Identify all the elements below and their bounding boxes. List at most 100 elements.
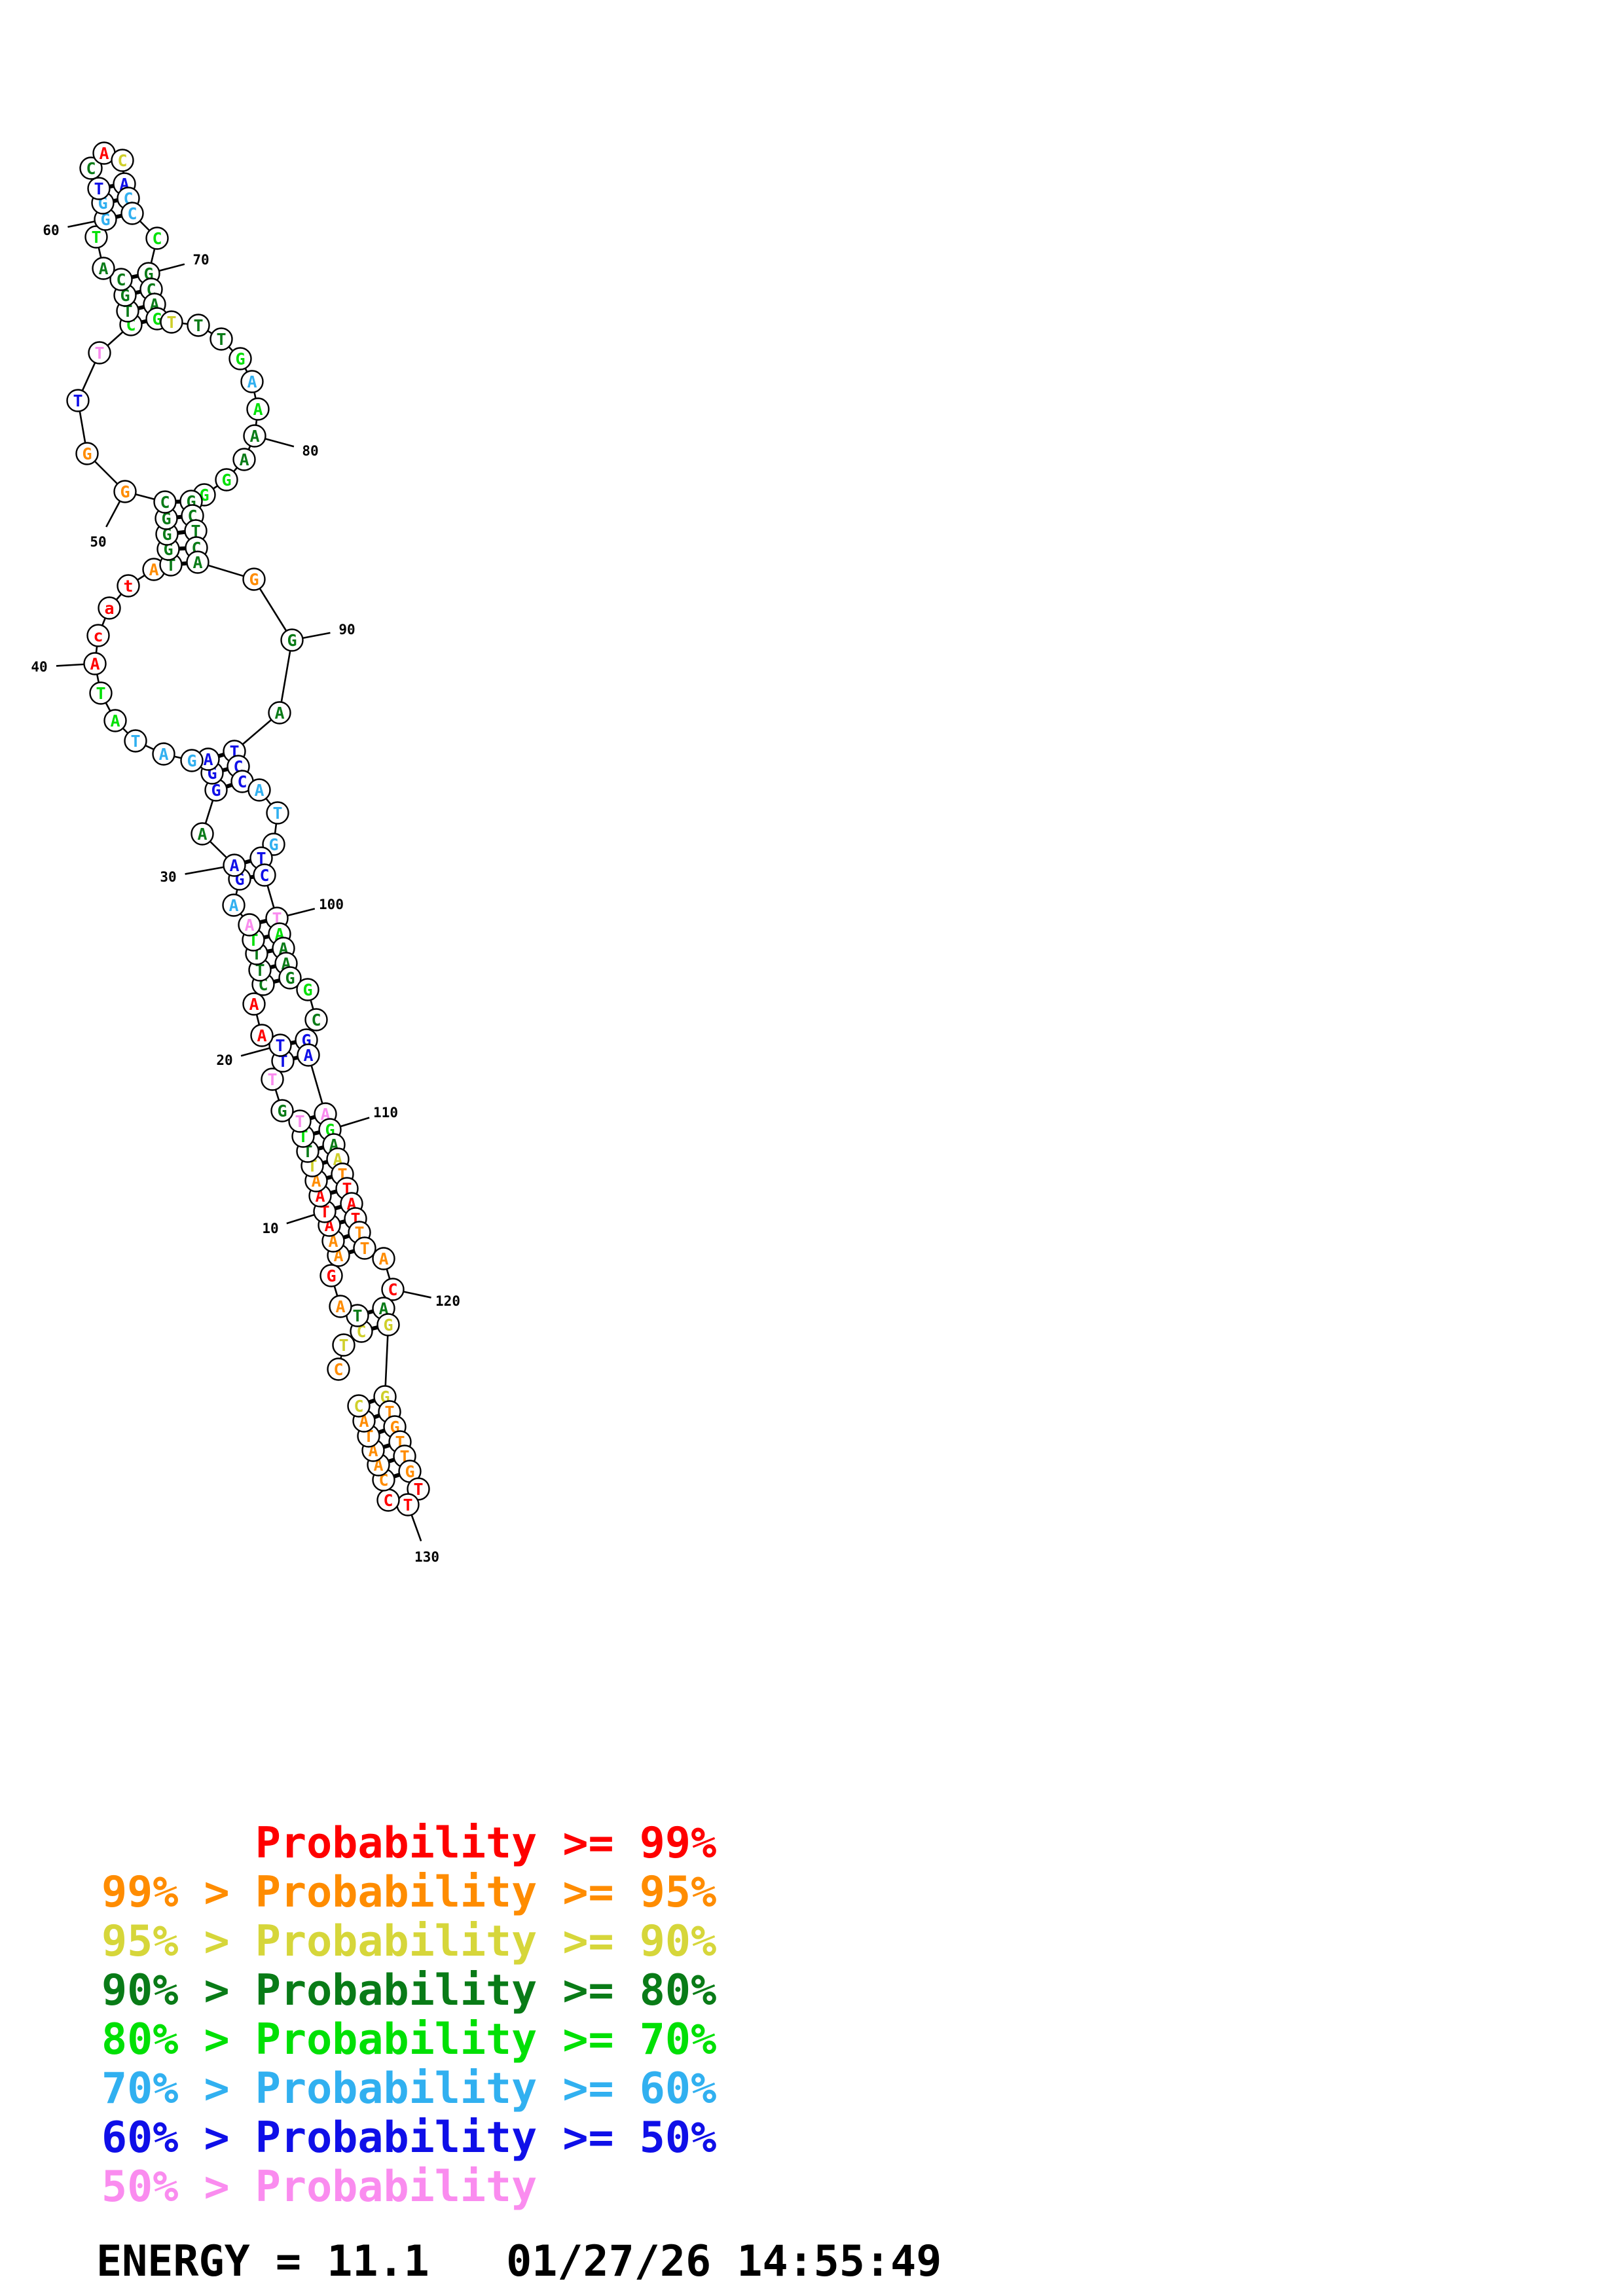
base-letter: T — [166, 313, 176, 332]
base-letter: T — [193, 316, 203, 335]
base-letter: A — [247, 372, 257, 391]
nucleotide-circle — [297, 1043, 320, 1067]
position-number-label: 120 — [435, 1293, 460, 1309]
legend-row-p50: 60% > Probability >= 50% — [101, 2113, 717, 2162]
rna-secondary-structure-diagram: CTCTAGAAATAATTTTGTTTAACTTTAAGAAGGAGATATA… — [31, 141, 460, 1565]
base-letter: T — [191, 522, 200, 541]
base-letter: G — [287, 631, 297, 650]
nucleotide-circle — [187, 314, 210, 337]
legend-row-p60: 70% > Probability >= 60% — [101, 2064, 717, 2113]
nucleotide-circle — [145, 226, 169, 250]
base-letter: G — [405, 1462, 414, 1481]
base-letter: G — [383, 1316, 393, 1335]
base-letter: A — [254, 781, 264, 800]
nucleotide-circle — [79, 156, 103, 180]
nucleotide-circle — [124, 729, 147, 753]
legend-row-p90: 95% > Probability >= 90% — [101, 1917, 717, 1966]
nucleotide-circle — [153, 490, 177, 514]
base-letter: A — [158, 745, 168, 764]
base-letter: C — [388, 1280, 397, 1299]
base-letter: T — [413, 1480, 423, 1499]
base-letter: G — [285, 969, 295, 988]
base-letter: G — [221, 471, 231, 490]
nucleotide-circle — [111, 149, 134, 172]
base-letter: T — [216, 330, 226, 349]
base-letter: A — [335, 1297, 345, 1316]
position-number-label: 70 — [192, 252, 209, 268]
base-letter: T — [272, 804, 282, 823]
nucleotide-circle — [247, 778, 271, 802]
nucleotide-circle — [87, 177, 111, 200]
nucleotide-circle — [186, 550, 210, 574]
position-number-label: 60 — [43, 223, 59, 238]
nucleotide-circle — [210, 327, 233, 351]
nucleotide-circle — [191, 822, 214, 846]
nucleotide-circle — [278, 966, 302, 990]
base-letter: A — [192, 553, 202, 572]
base-letter: a — [104, 599, 114, 618]
backbone-line — [278, 639, 293, 713]
base-letter: C — [86, 159, 96, 178]
base-letter: T — [96, 684, 105, 703]
nucleotide-circle — [86, 624, 110, 647]
position-number-label: 20 — [216, 1052, 232, 1068]
nucleotide-circle — [347, 1394, 371, 1418]
base-letter: T — [94, 344, 104, 363]
nucleotide-circle — [280, 628, 304, 652]
nucleotide-circle — [253, 863, 276, 887]
base-letter: C — [127, 204, 137, 223]
probability-legend: Probability >= 99% 99% > Probability >= … — [101, 1819, 716, 2212]
base-letter: A — [203, 750, 213, 769]
base-letter: C — [354, 1397, 363, 1416]
nucleotide-circle — [113, 480, 137, 503]
nucleotide-circle — [109, 268, 133, 291]
nucleotide-circle — [83, 652, 107, 675]
base-letter: A — [228, 896, 238, 915]
backbone-line — [384, 1324, 390, 1397]
nucleotide-circle — [223, 853, 246, 877]
position-number-label: 100 — [319, 897, 344, 912]
nucleotide-circle — [270, 1099, 294, 1122]
base-letter: G — [268, 835, 278, 854]
base-letter: C — [237, 772, 247, 791]
base-letter: G — [187, 751, 196, 770]
position-number-label: 30 — [160, 869, 176, 885]
energy-text: ENERGY = 11.1 01/27/26 14:55:49 — [96, 2237, 942, 2286]
nucleotide-circle — [215, 468, 238, 492]
base-letter: T — [94, 179, 103, 198]
base-letter: T — [267, 1070, 277, 1089]
base-letter: A — [98, 259, 108, 278]
base-letter: T — [295, 1112, 304, 1131]
position-number-label: 50 — [90, 534, 106, 550]
base-letter: A — [239, 450, 249, 469]
base-letter: G — [235, 350, 245, 368]
base-letter: A — [90, 655, 100, 673]
base-letter: G — [100, 210, 110, 229]
base-letter: A — [378, 1249, 388, 1268]
nucleotide-circle — [376, 1313, 400, 1336]
base-letter: G — [82, 444, 92, 463]
base-letter: C — [333, 1360, 343, 1379]
nucleotide-circle — [238, 913, 261, 937]
base-letter: G — [277, 1102, 287, 1121]
base-letter: A — [257, 1026, 266, 1045]
base-letter: C — [116, 270, 126, 289]
base-letter: G — [161, 509, 171, 528]
nucleotide-circle — [372, 1247, 395, 1270]
nucleotide-circle — [89, 681, 113, 705]
nucleotide-circle — [353, 1236, 376, 1260]
nucleotide-circle — [266, 801, 289, 825]
legend-row-p95: 99% > Probability >= 95% — [101, 1868, 717, 1917]
base-letter: C — [383, 1491, 393, 1510]
base-letter: G — [302, 980, 312, 999]
base-letter: C — [259, 866, 269, 885]
base-letter: T — [256, 849, 266, 868]
base-letter: A — [303, 1046, 313, 1065]
base-letter: T — [352, 1306, 362, 1325]
nucleotide-circle — [117, 574, 140, 598]
position-number-label: 10 — [262, 1221, 278, 1236]
nucleotide-circle — [232, 448, 256, 471]
base-letter: G — [120, 482, 130, 501]
base-letter: C — [160, 493, 170, 512]
nucleotide-circle — [268, 1033, 292, 1057]
